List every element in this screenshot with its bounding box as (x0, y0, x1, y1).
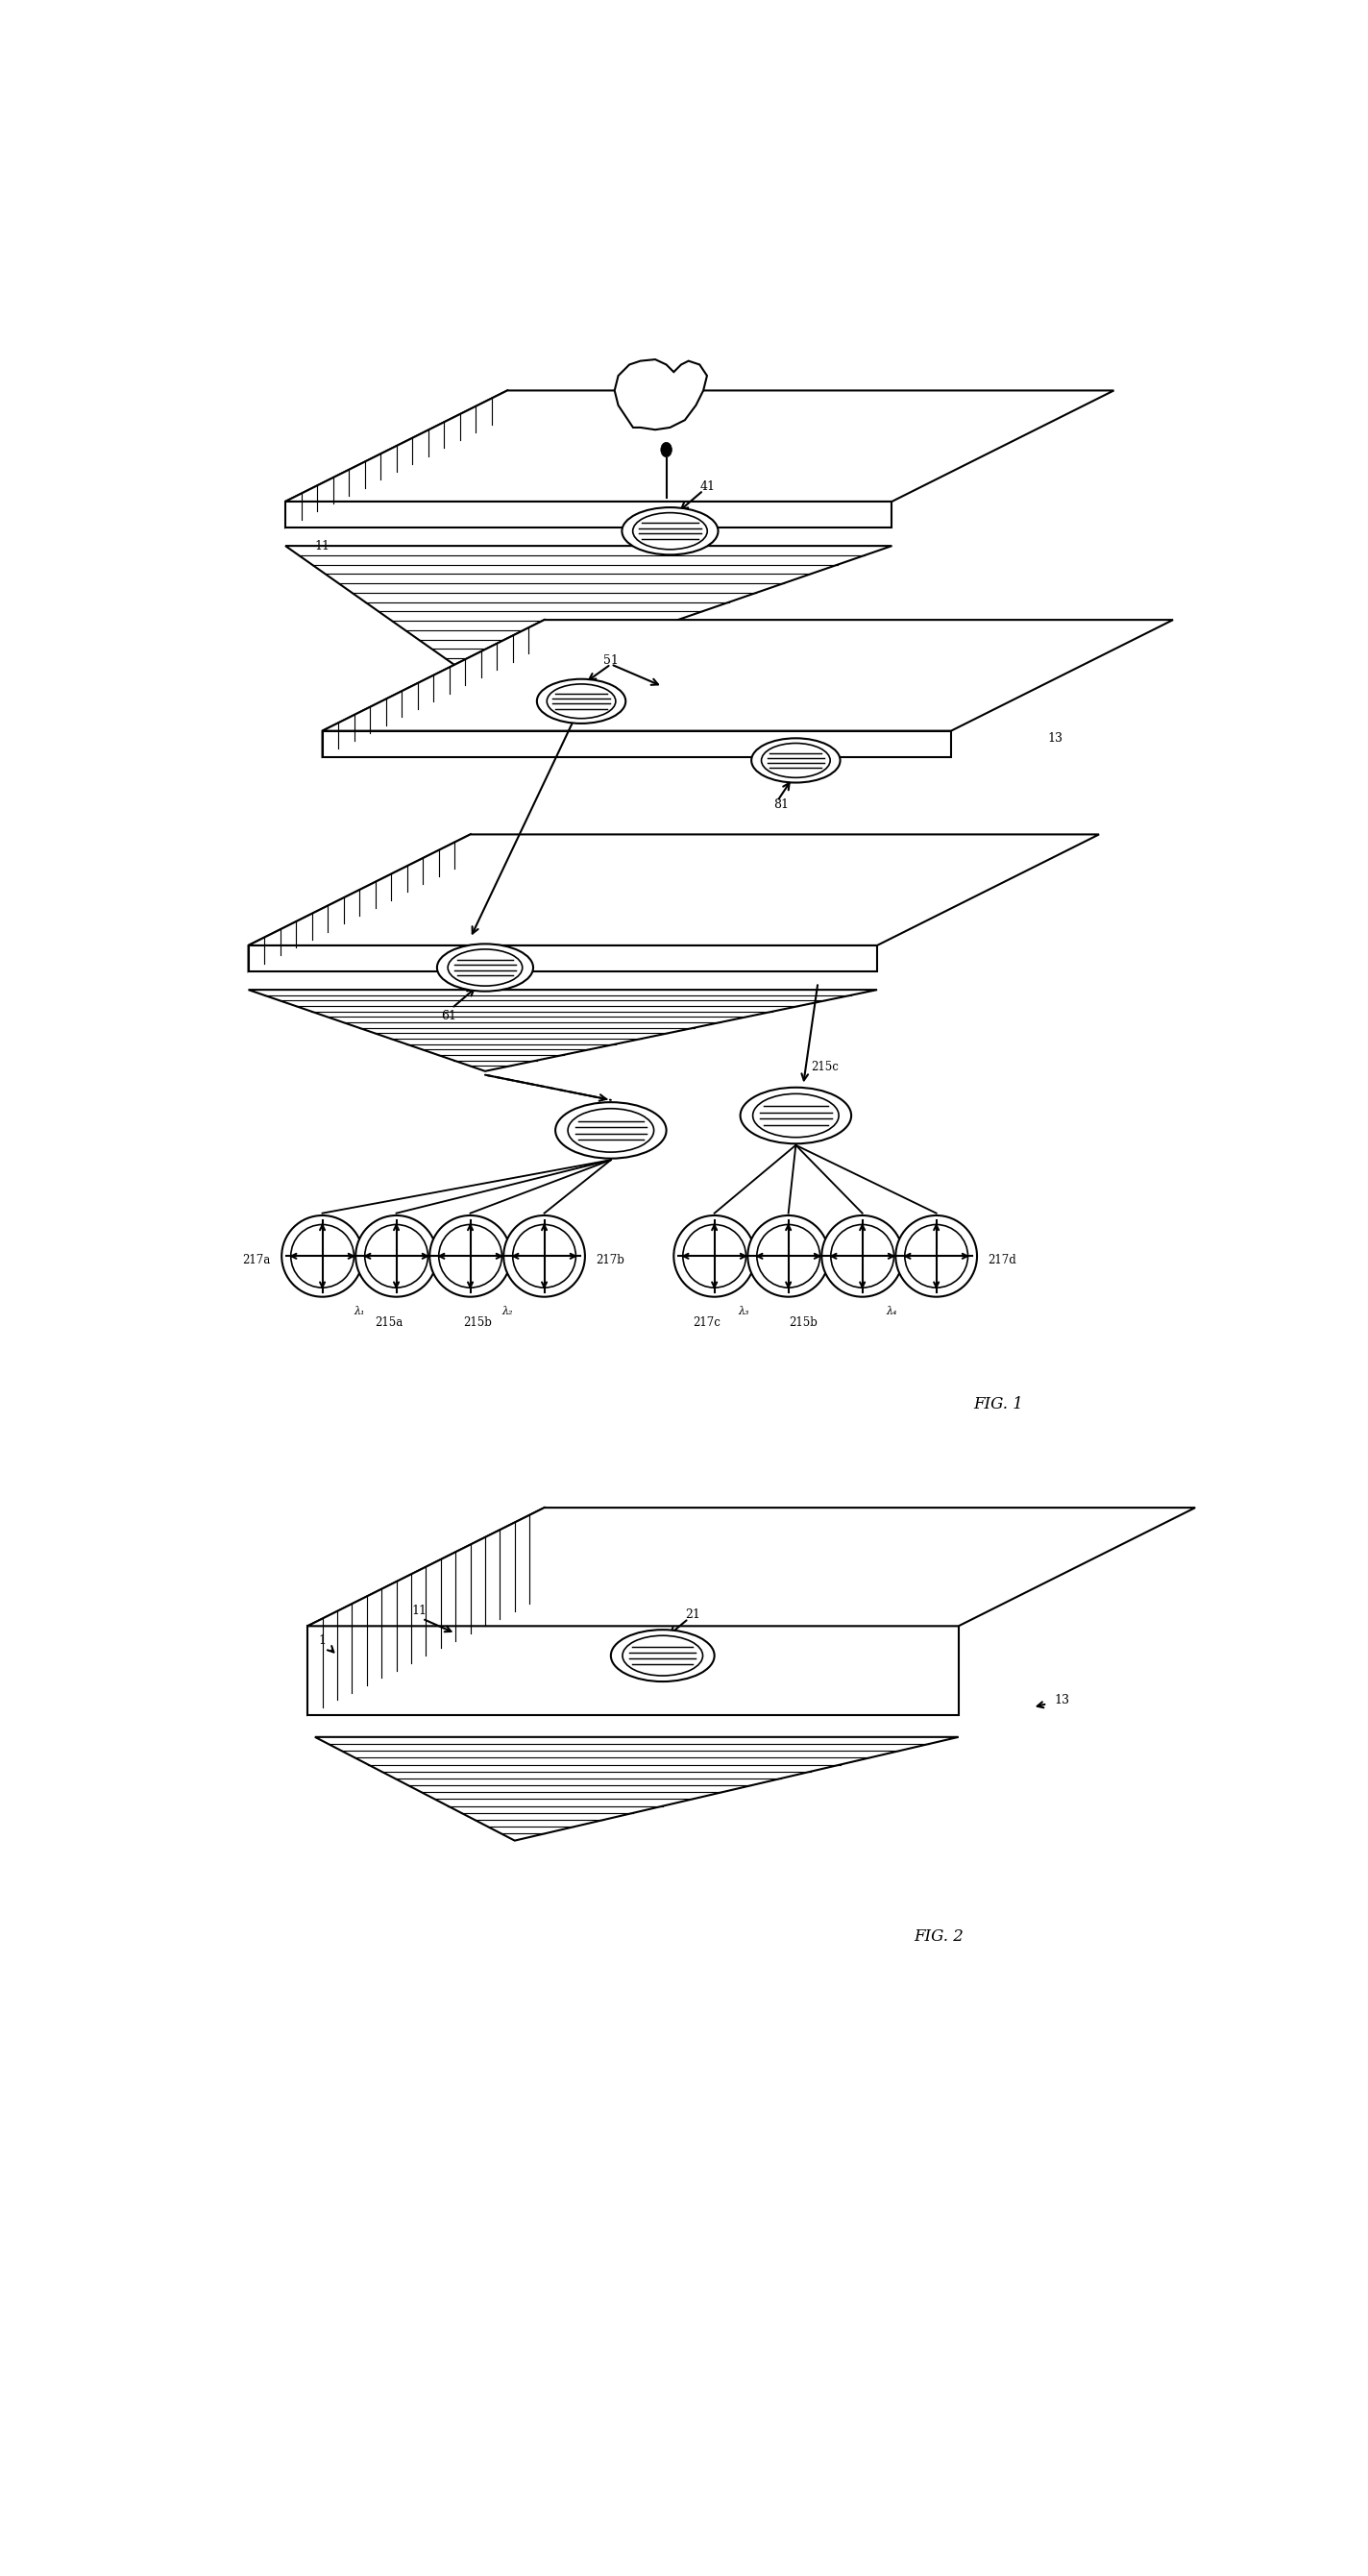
Ellipse shape (822, 1216, 903, 1296)
Ellipse shape (447, 948, 523, 987)
Text: 21: 21 (685, 1607, 700, 1620)
Polygon shape (286, 392, 1114, 502)
Ellipse shape (751, 739, 840, 783)
Text: 1: 1 (319, 1636, 326, 1646)
Ellipse shape (568, 1108, 654, 1151)
Text: 217c: 217c (694, 1316, 721, 1329)
Ellipse shape (757, 1224, 819, 1288)
Text: 217a: 217a (242, 1255, 271, 1265)
Ellipse shape (661, 443, 672, 456)
Ellipse shape (436, 943, 534, 992)
Polygon shape (323, 621, 1172, 732)
Text: 61: 61 (440, 1010, 456, 1023)
Polygon shape (286, 546, 892, 685)
Ellipse shape (536, 680, 625, 724)
Ellipse shape (503, 1216, 586, 1296)
Polygon shape (286, 502, 892, 528)
Ellipse shape (673, 1216, 755, 1296)
Polygon shape (286, 392, 508, 528)
Text: 81: 81 (773, 799, 789, 811)
Ellipse shape (762, 744, 830, 778)
Ellipse shape (904, 1224, 969, 1288)
Ellipse shape (740, 1087, 851, 1144)
Ellipse shape (752, 1095, 839, 1139)
Ellipse shape (439, 1224, 502, 1288)
Text: 11: 11 (315, 538, 330, 551)
Ellipse shape (282, 1216, 363, 1296)
Polygon shape (323, 621, 544, 757)
Ellipse shape (555, 1103, 666, 1159)
Text: 215a: 215a (375, 1316, 404, 1329)
Text: λ₄: λ₄ (886, 1306, 897, 1316)
Text: 215b: 215b (464, 1316, 492, 1329)
Polygon shape (308, 1507, 544, 1716)
Polygon shape (315, 1736, 959, 1842)
Ellipse shape (622, 507, 718, 554)
Ellipse shape (748, 1216, 829, 1296)
Ellipse shape (547, 685, 616, 719)
Text: λ₃: λ₃ (739, 1306, 750, 1316)
Ellipse shape (291, 1224, 354, 1288)
Text: 217d: 217d (988, 1255, 1016, 1265)
Polygon shape (614, 361, 707, 430)
Ellipse shape (430, 1216, 512, 1296)
Ellipse shape (365, 1224, 428, 1288)
Ellipse shape (633, 513, 707, 549)
Polygon shape (249, 989, 877, 1072)
Polygon shape (308, 1507, 1196, 1625)
Polygon shape (308, 1625, 959, 1716)
Text: 13: 13 (1048, 732, 1063, 744)
Text: 41: 41 (699, 482, 715, 492)
Text: 13: 13 (1055, 1695, 1070, 1705)
Ellipse shape (356, 1216, 436, 1296)
Text: 11: 11 (412, 1605, 427, 1618)
Ellipse shape (513, 1224, 576, 1288)
Ellipse shape (896, 1216, 977, 1296)
Ellipse shape (830, 1224, 893, 1288)
Text: 217b: 217b (596, 1255, 625, 1265)
Text: 51: 51 (603, 654, 618, 667)
Text: λ₁: λ₁ (354, 1306, 365, 1316)
Text: 215b: 215b (789, 1316, 818, 1329)
Ellipse shape (611, 1631, 714, 1682)
Ellipse shape (683, 1224, 746, 1288)
Text: 215c: 215c (811, 1061, 839, 1074)
Polygon shape (249, 945, 877, 971)
Ellipse shape (622, 1636, 703, 1677)
Polygon shape (323, 732, 951, 757)
Text: λ₂: λ₂ (502, 1306, 513, 1316)
Polygon shape (249, 835, 1099, 945)
Polygon shape (249, 835, 471, 971)
Text: FIG. 1: FIG. 1 (973, 1396, 1023, 1412)
Text: FIG. 2: FIG. 2 (914, 1929, 964, 1945)
